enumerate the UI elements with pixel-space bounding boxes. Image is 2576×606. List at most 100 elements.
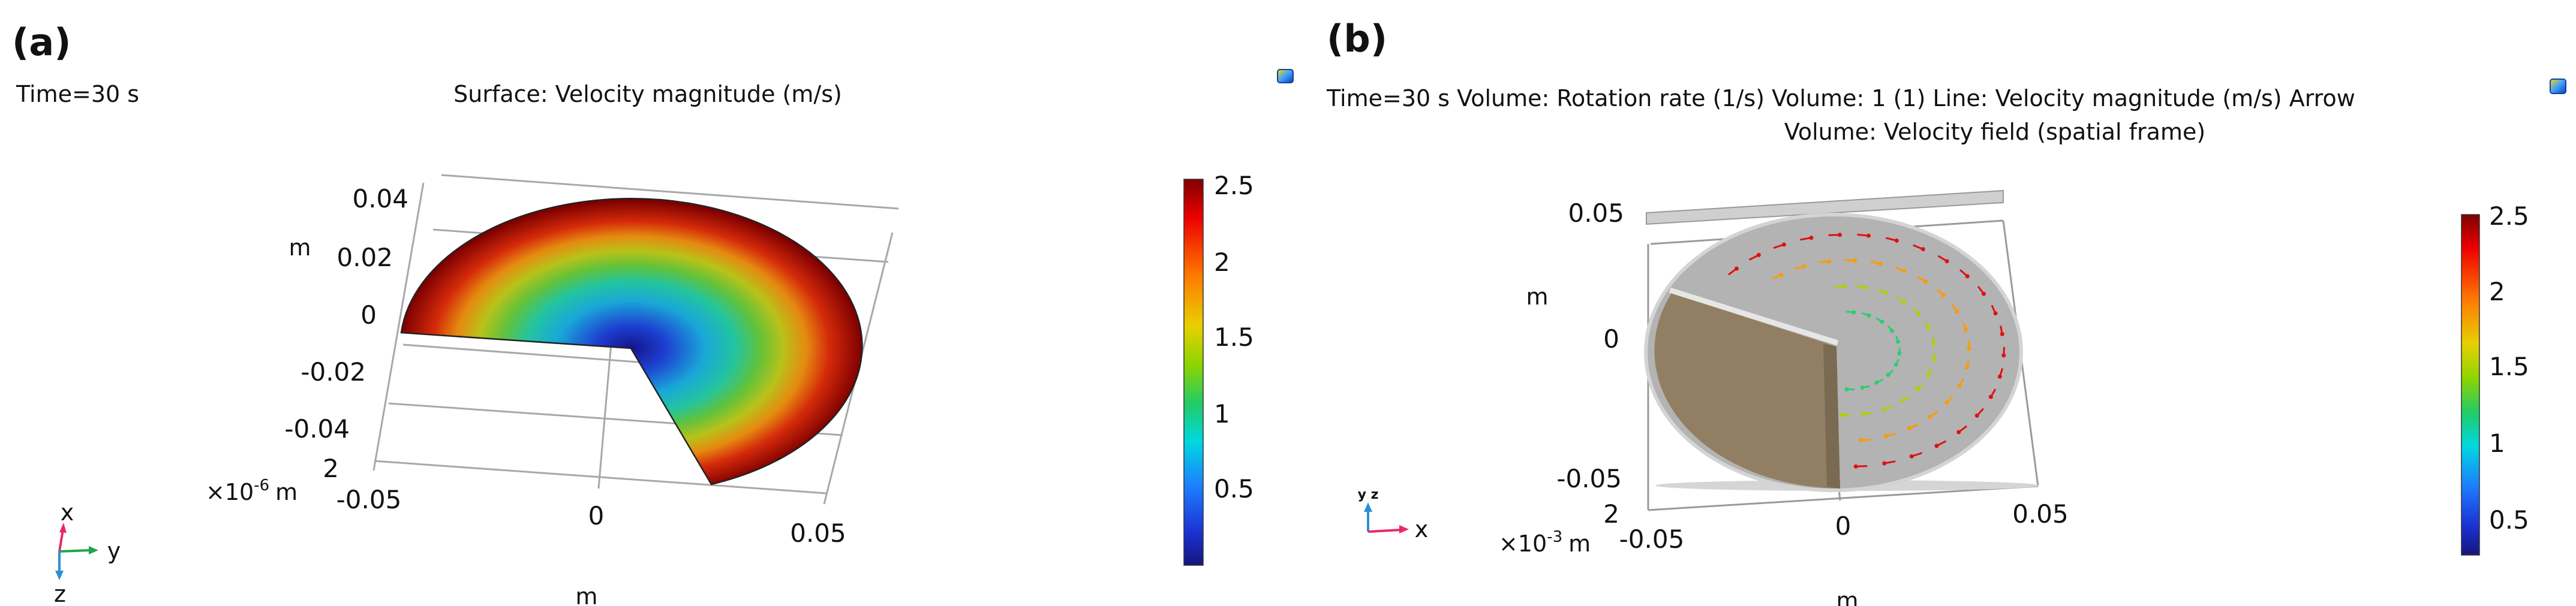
time-label: Time=30 s — [16, 81, 139, 107]
velocity-arrow-head — [1838, 233, 1842, 237]
velocity-arrow-head — [1907, 426, 1911, 431]
velocity-arrow-head — [1902, 269, 1907, 273]
velocity-arrow-head — [1844, 387, 1849, 391]
velocity-arrow-head — [1894, 238, 1899, 243]
velocity-arrow-head — [1967, 346, 1971, 351]
velocity-arrow-head — [1842, 284, 1847, 289]
y-axis-ticks: 0.04 0.02 0 -0.02 -0.04 m — [284, 184, 408, 444]
velocity-arrow-head — [1928, 415, 1932, 420]
colorbar: 2.5 2 1.5 1 0.5 — [1183, 171, 1254, 566]
colorbar-tick: 2 — [1214, 248, 1230, 277]
velocity-arrow-head — [1893, 362, 1898, 367]
velocity-arrow-head — [1988, 394, 1993, 399]
triad-x-label: x — [1415, 516, 1429, 542]
tick-label: 0.05 — [1568, 198, 1624, 228]
panel-label: (b) — [1327, 17, 1387, 61]
velocity-arrow-head — [1956, 430, 1961, 435]
comsol-icon[interactable] — [2550, 79, 2566, 94]
velocity-arrow-head — [1878, 261, 1883, 266]
panel-a: (a) Time=30 s Surface: Velocity magnitud… — [12, 20, 1294, 606]
velocity-arrow-head — [1881, 407, 1886, 412]
colorbar: 2.5 2 1.5 1 0.5 — [2461, 201, 2529, 556]
y-axis-unit: m — [288, 234, 311, 261]
tick-label: 0 — [1835, 511, 1851, 541]
velocity-arrow-head — [1858, 438, 1863, 443]
tick-label: 0.02 — [336, 243, 393, 272]
velocity-arrow-head — [1955, 309, 1959, 314]
z-scale-label: ×10-3 m — [1499, 528, 1591, 557]
tick-label: 0.05 — [790, 518, 846, 548]
y-axis-ticks: 0.05 0 -0.05 m — [1526, 198, 1624, 493]
velocity-arrow-head — [1896, 339, 1901, 344]
velocity-arrow-head — [1781, 242, 1786, 247]
velocity-arrow-head — [1923, 279, 1928, 284]
velocity-arrow-head — [1734, 266, 1739, 271]
x-axis-ticks: -0.05 0 0.05 m — [1619, 499, 2069, 606]
triad-yz-label: y z — [1358, 487, 1379, 502]
velocity-arrow-head — [1890, 328, 1895, 333]
velocity-arrow-head — [1963, 327, 1968, 332]
velocity-arrow-head — [1884, 291, 1889, 296]
velocity-arrow-head — [1925, 373, 1930, 378]
plot-title-line1: Time=30 s Volume: Rotation rate (1/s) Vo… — [1326, 85, 2355, 111]
tick-label: 0 — [360, 300, 377, 330]
tick-label: -0.05 — [336, 485, 402, 514]
velocity-arrow-head — [1993, 311, 1998, 316]
velocity-arrow-head — [1941, 293, 1946, 298]
velocity-arrow-head — [1809, 236, 1814, 240]
velocity-arrow-head — [1897, 351, 1902, 355]
x-axis-unit: m — [575, 583, 597, 606]
plot-title-line2: Volume: Velocity field (spatial frame) — [1784, 119, 2205, 145]
colorbar-tick: 1 — [2489, 429, 2505, 458]
colorbar-tick: 0.5 — [2489, 505, 2529, 535]
colorbar-tick: 1.5 — [1214, 322, 1254, 352]
z-tick: 2 — [1603, 499, 1619, 529]
velocity-arrow-head — [1997, 374, 2002, 379]
tick-label: -0.04 — [284, 414, 350, 444]
colorbar-tick: 1.5 — [2489, 352, 2529, 381]
triad-x-label: x — [61, 499, 74, 526]
velocity-arrow-head — [1965, 274, 1970, 279]
velocity-arrow-head — [1934, 444, 1939, 448]
tick-label: 0.04 — [352, 184, 408, 213]
velocity-arrow-head — [1827, 259, 1832, 264]
velocity-arrow-head — [2001, 353, 2006, 358]
velocity-arrow-head — [1861, 412, 1866, 417]
axis-triad: x y z — [1358, 487, 1429, 542]
velocity-arrow-head — [1902, 300, 1907, 304]
velocity-arrow-head — [1802, 264, 1806, 269]
comsol-icon[interactable] — [1277, 69, 1294, 83]
tick-label: -0.05 — [1619, 524, 1685, 554]
velocity-arrow-head — [1874, 380, 1879, 385]
cutaway-wedge — [1654, 293, 1840, 489]
x-axis-ticks: -0.05 0 0.05 m — [336, 485, 846, 606]
z-scale-label: ×10-6 m — [206, 477, 297, 505]
tick-label: -0.02 — [300, 357, 366, 387]
top-plate — [1646, 189, 2004, 225]
velocity-arrow-head — [1839, 412, 1844, 417]
velocity-arrow-head — [1853, 464, 1858, 469]
colorbar-tick: 2 — [2489, 277, 2505, 306]
velocity-arrow-head — [1982, 291, 1986, 296]
x-axis-unit: m — [1836, 587, 1858, 606]
panel-label: (a) — [12, 20, 71, 64]
velocity-arrow-head — [1926, 325, 1931, 330]
velocity-arrow-head — [1915, 387, 1920, 391]
velocity-arrow-head — [1944, 400, 1949, 405]
velocity-arrow-head — [1909, 454, 1914, 459]
velocity-arrow-head — [1853, 258, 1857, 263]
colorbar-tick: 0.5 — [1214, 474, 1254, 504]
velocity-arrows — [1728, 233, 2006, 469]
velocity-arrow-head — [1860, 385, 1865, 390]
velocity-arrow-head — [1957, 384, 1962, 388]
colorbar-tick: 2.5 — [2489, 201, 2529, 231]
axis-triad: x y z — [54, 499, 121, 606]
panel-b: (b) Time=30 s Volume: Rotation rate (1/s… — [1326, 17, 2566, 606]
velocity-arrow-head — [1900, 398, 1905, 403]
tick-label: 0 — [1603, 324, 1619, 354]
velocity-arrow-head — [2000, 331, 2004, 336]
wedge-edge — [1669, 287, 1839, 346]
velocity-arrow-head — [1944, 259, 1949, 264]
tick-label: -0.05 — [1556, 464, 1622, 493]
